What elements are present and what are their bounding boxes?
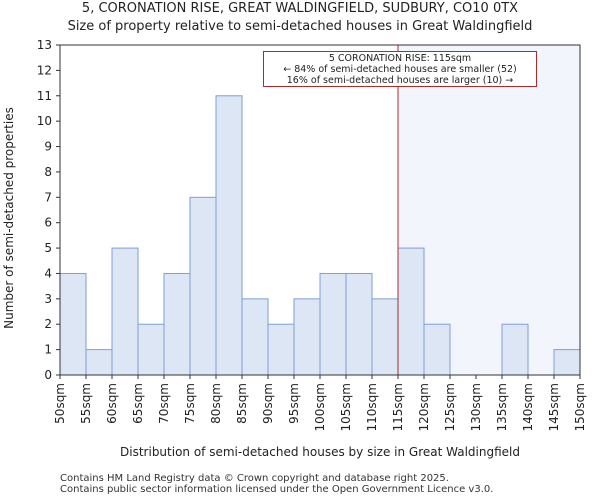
bar-120sqm: [423, 323, 451, 376]
x-tick-label: 80sqm: [209, 383, 223, 424]
x-tick-label: 85sqm: [235, 383, 249, 424]
bar-110sqm: [371, 298, 399, 376]
y-tick-label: 3: [44, 292, 52, 306]
bar-75sqm: [189, 196, 217, 376]
bar-90sqm: [267, 323, 295, 376]
y-tick-label: 10: [37, 114, 52, 128]
x-tick-label: 65sqm: [131, 383, 145, 424]
y-tick-label: 12: [37, 63, 52, 77]
footer-line-1: Contains HM Land Registry data © Crown c…: [60, 473, 449, 484]
x-tick-label: 115sqm: [391, 383, 405, 431]
x-axis-label: Distribution of semi-detached houses by …: [120, 445, 520, 459]
chart-title: 5, CORONATION RISE, GREAT WALDINGFIELD, …: [81, 1, 519, 16]
y-tick-label: 6: [44, 216, 52, 230]
y-tick-label: 1: [44, 343, 52, 357]
bar-80sqm: [215, 95, 243, 376]
y-tick-label: 5: [44, 241, 52, 255]
x-tick-label: 120sqm: [417, 383, 431, 431]
x-tick-label: 145sqm: [547, 383, 561, 431]
x-tick-label: 70sqm: [157, 383, 171, 424]
x-tick-label: 105sqm: [339, 383, 353, 431]
annotation-line-3: 16% of semi-detached houses are larger (…: [286, 75, 514, 86]
y-tick-label: 9: [44, 140, 52, 154]
y-axis-label: Number of semi-detached properties: [2, 107, 16, 329]
bar-55sqm: [85, 349, 113, 376]
y-tick-label: 8: [44, 165, 52, 179]
y-tick-label: 4: [44, 266, 52, 280]
y-tick-label: 2: [44, 317, 52, 331]
bar-100sqm: [319, 272, 347, 376]
x-tick-label: 140sqm: [521, 383, 535, 431]
x-tick-label: 100sqm: [313, 383, 327, 431]
x-tick-label: 125sqm: [443, 383, 457, 431]
bar-60sqm: [111, 247, 139, 376]
highlight-region: [398, 45, 580, 375]
bar-70sqm: [163, 272, 191, 376]
x-tick-label: 110sqm: [365, 383, 379, 431]
bar-105sqm: [345, 272, 373, 376]
annotation-line-1: 5 CORONATION RISE: 115sqm: [328, 53, 472, 64]
y-tick-label: 11: [37, 89, 52, 103]
bar-85sqm: [241, 298, 269, 376]
x-tick-label: 130sqm: [469, 383, 483, 431]
bar-95sqm: [293, 298, 321, 376]
x-tick-label: 150sqm: [573, 383, 587, 431]
x-tick-label: 50sqm: [53, 383, 67, 424]
y-tick-label: 7: [44, 190, 52, 204]
y-tick-label: 0: [44, 368, 52, 382]
bar-135sqm: [501, 323, 529, 376]
x-tick-label: 90sqm: [261, 383, 275, 424]
x-tick-label: 75sqm: [183, 383, 197, 424]
x-tick-label: 60sqm: [105, 383, 119, 424]
x-tick-label: 55sqm: [79, 383, 93, 424]
annotation-box: 5 CORONATION RISE: 115sqm ← 84% of semi-…: [263, 51, 537, 87]
annotation-line-2: ← 84% of semi-detached houses are smalle…: [283, 64, 517, 75]
x-tick-label: 95sqm: [287, 383, 301, 424]
footer-line-2: Contains public sector information licen…: [60, 484, 494, 495]
bar-145sqm: [553, 349, 581, 376]
chart-subtitle: Size of property relative to semi-detach…: [67, 19, 533, 34]
x-tick-label: 135sqm: [495, 383, 509, 431]
bar-65sqm: [137, 323, 165, 376]
plot-frame: [59, 44, 581, 376]
bar-50sqm: [59, 272, 87, 376]
y-tick-label: 13: [37, 38, 52, 52]
bar-115sqm: [397, 247, 425, 376]
